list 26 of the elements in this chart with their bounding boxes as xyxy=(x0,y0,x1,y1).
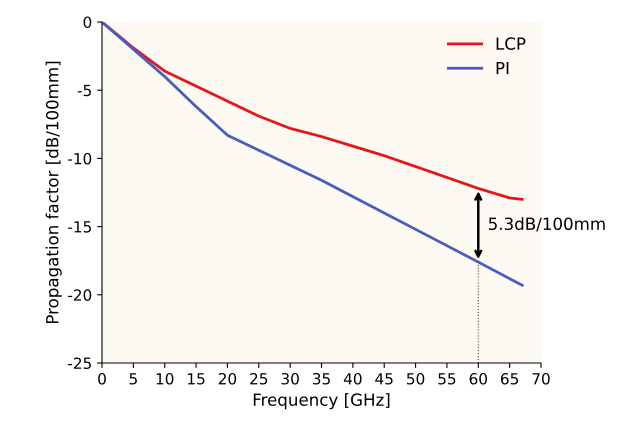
x-tick-label: 45 xyxy=(375,373,393,385)
y-tick-label: -20 xyxy=(68,289,92,301)
x-tick-label: 35 xyxy=(312,372,330,385)
x-tick-label: 25 xyxy=(250,372,268,385)
x-tick-label: 20 xyxy=(218,372,236,385)
x-tick-label: 40 xyxy=(344,372,362,385)
legend-label: LCP xyxy=(496,37,526,50)
x-tick-label: 30 xyxy=(282,372,299,385)
x-tick-label: 15 xyxy=(188,373,204,385)
y-tick-label: 0 xyxy=(84,16,92,28)
y-tick-label: -5 xyxy=(78,84,91,96)
x-tick-label: 10 xyxy=(156,372,174,385)
legend-label: PI xyxy=(496,62,508,74)
y-tick-label: -10 xyxy=(68,152,92,164)
y-tick-label: -25 xyxy=(68,357,91,370)
x-tick-label: 5 xyxy=(130,373,137,385)
y-axis-title: Propagation factor [dB/100mm] xyxy=(46,62,62,324)
y-tick-label: -15 xyxy=(68,221,91,233)
x-tick-label: 70 xyxy=(532,372,550,385)
x-tick-label: 55 xyxy=(438,373,456,385)
x-tick-label: 65 xyxy=(500,372,518,385)
annotation: 5.3dB/100mm xyxy=(488,217,605,232)
x-tick-label: 60 xyxy=(470,372,487,385)
x-tick-label: 0 xyxy=(98,372,106,385)
x-tick-label: 50 xyxy=(407,372,424,385)
x-axis-title: Frequency [GHz] xyxy=(254,393,390,410)
